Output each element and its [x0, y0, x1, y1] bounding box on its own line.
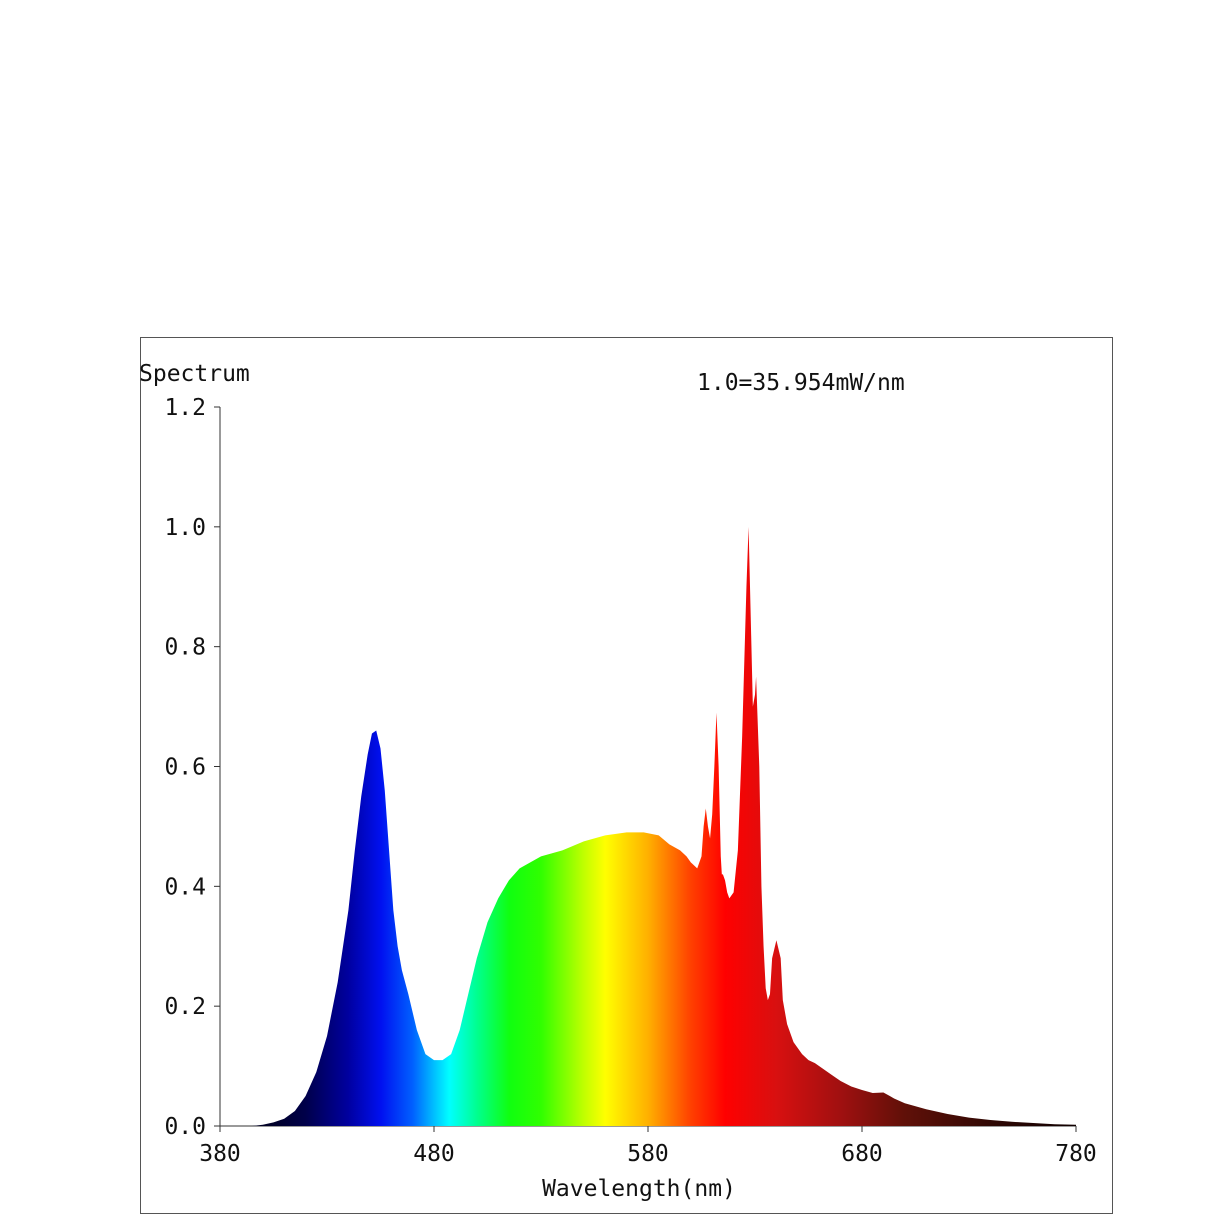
x-tick-label: 780 — [1055, 1141, 1097, 1167]
y-tick-label: 0.0 — [164, 1114, 206, 1140]
x-tick-label: 480 — [413, 1141, 455, 1167]
y-tick-label: 0.8 — [164, 635, 206, 661]
chart-title: Spectrum — [139, 361, 250, 387]
x-tick-label: 380 — [199, 1141, 241, 1167]
x-axis-ticks: 380 480 580 680 780 — [199, 1126, 1097, 1167]
x-axis-label: Wavelength(nm) — [542, 1176, 736, 1202]
y-tick-label: 0.2 — [164, 994, 206, 1020]
scale-annotation: 1.0=35.954mW/nm — [697, 370, 905, 396]
y-tick-label: 1.0 — [164, 515, 206, 541]
y-tick-label: 1.2 — [164, 395, 206, 421]
x-tick-label: 580 — [627, 1141, 669, 1167]
spectrum-area — [220, 526, 1076, 1126]
x-tick-label: 680 — [841, 1141, 883, 1167]
y-tick-label: 0.6 — [164, 755, 206, 781]
y-tick-label: 0.4 — [164, 874, 206, 900]
y-axis-ticks: 0.0 0.2 0.4 0.6 0.8 1.0 1.2 — [164, 395, 220, 1140]
